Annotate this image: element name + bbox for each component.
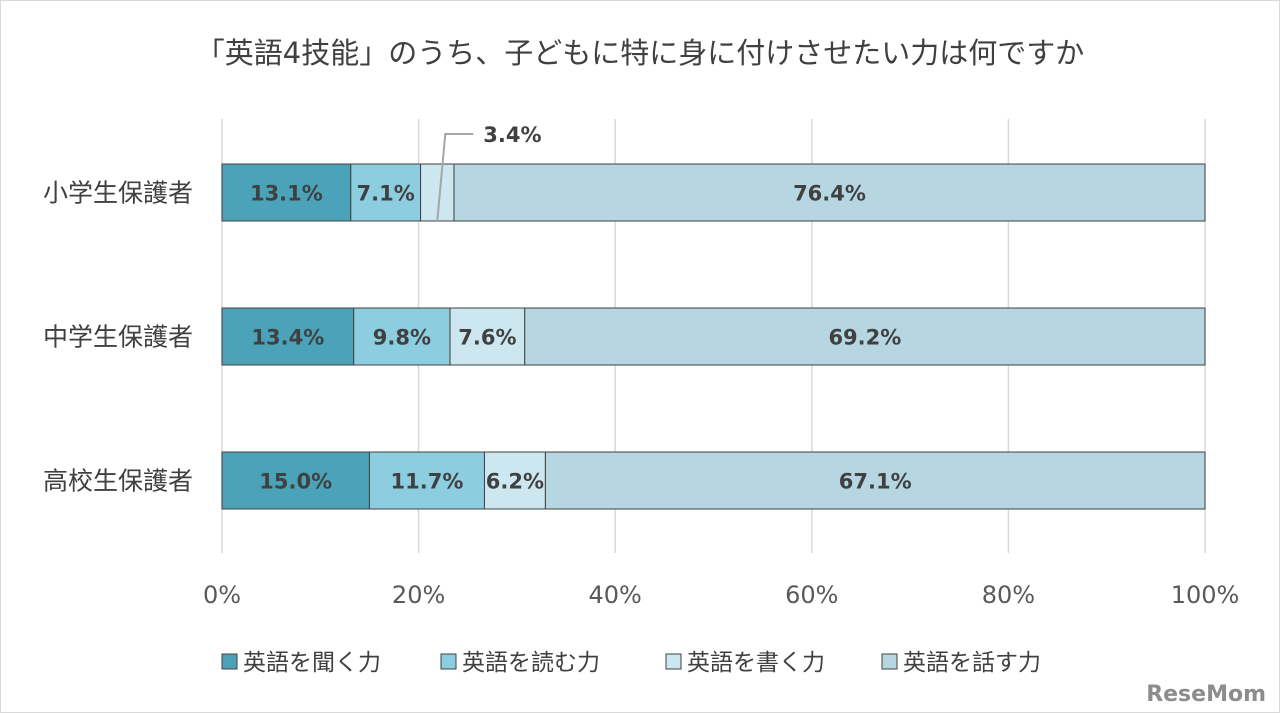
data-label: 11.7% <box>391 470 464 494</box>
data-label: 13.4% <box>251 326 324 350</box>
legend-label: 英語を話す力 <box>903 650 1041 676</box>
bar-segment <box>483 451 546 510</box>
value-axis: 0% 20% 40% 60% 80% 100% <box>203 581 1239 609</box>
resemom-logo: ReseMom <box>1146 682 1266 707</box>
data-label: 67.1% <box>839 470 912 494</box>
bar-area <box>221 163 1206 510</box>
x-tick-label: 0% <box>203 581 241 609</box>
category-label: 高校生保護者 <box>43 467 193 496</box>
data-label: 3.4% <box>483 123 541 147</box>
legend-swatch <box>665 653 682 670</box>
legend-swatch <box>440 653 457 670</box>
x-tick-label: 40% <box>589 581 642 609</box>
bar-segment <box>524 307 1206 366</box>
data-label: 7.1% <box>357 182 415 206</box>
bar-segment <box>221 163 352 222</box>
bar-segment <box>221 307 355 366</box>
x-tick-label: 100% <box>1171 581 1240 609</box>
x-tick-label: 80% <box>982 581 1035 609</box>
data-label: 13.1% <box>250 182 323 206</box>
bar-segment <box>353 307 451 366</box>
bar-segment <box>453 163 1206 222</box>
data-label: 6.2% <box>486 470 544 494</box>
legend-swatch <box>221 653 238 670</box>
data-label: 7.6% <box>458 326 516 350</box>
bar-segment <box>368 451 485 510</box>
bar-segment <box>221 451 370 510</box>
bar-segment <box>544 451 1206 510</box>
data-label: 15.0% <box>259 470 332 494</box>
x-tick-label: 60% <box>785 581 838 609</box>
legend-label: 英語を読む力 <box>462 650 600 676</box>
legend-label: 英語を書く力 <box>687 650 825 676</box>
chart-title: 「英語4技能」のうち、子どもに特に身に付けさせたい力は何ですか <box>196 36 1084 70</box>
legend: 英語を聞く力 英語を読む力 英語を書く力 英語を話す力 <box>221 650 1041 676</box>
data-labels: 13.1% 7.1% 3.4% 76.4% 13.4% 9.8% 7.6% 69.2% 15.0… <box>250 123 912 494</box>
category-label: 中学生保護者 <box>43 323 193 352</box>
data-label: 9.8% <box>373 326 431 350</box>
data-label: 69.2% <box>828 326 901 350</box>
x-tick-label: 20% <box>392 581 445 609</box>
data-label: 76.4% <box>793 182 866 206</box>
leader-line <box>436 133 474 222</box>
bar-segment <box>449 307 526 366</box>
legend-label: 英語を聞く力 <box>243 650 381 676</box>
category-label: 小学生保護者 <box>43 179 193 208</box>
legend-swatch <box>881 653 898 670</box>
